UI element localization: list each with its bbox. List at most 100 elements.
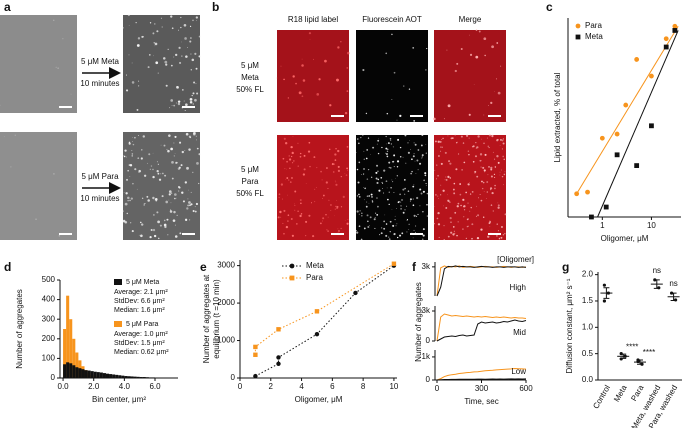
speckle	[196, 92, 199, 95]
speckle	[156, 30, 159, 33]
speckle	[490, 204, 493, 206]
y-tick-label: 0	[426, 375, 431, 384]
speckle	[170, 15, 173, 18]
point	[602, 283, 607, 287]
speckle	[474, 170, 477, 173]
speckle	[413, 229, 415, 231]
speckle	[138, 80, 140, 82]
speckle	[346, 145, 349, 148]
speckle	[502, 155, 505, 158]
x-tick-label: Para	[629, 383, 646, 403]
speckle	[365, 157, 368, 160]
speckle	[329, 104, 332, 107]
speckle	[395, 225, 397, 227]
speckle	[327, 230, 329, 232]
speckle	[413, 214, 416, 217]
row-label: Para	[242, 177, 259, 186]
speckle	[156, 170, 159, 173]
speckle	[171, 105, 173, 106]
speckle	[476, 146, 479, 149]
speckle	[477, 135, 480, 138]
speckle	[150, 228, 153, 231]
speckle	[157, 72, 159, 74]
speckle	[396, 236, 399, 239]
speckle	[327, 187, 329, 190]
speckle	[195, 16, 198, 19]
speckle	[377, 152, 380, 155]
speckle	[296, 223, 298, 225]
speckle	[316, 167, 318, 169]
speckle	[153, 234, 157, 238]
bar	[112, 374, 116, 378]
speckle	[177, 185, 180, 189]
speckle	[355, 230, 357, 232]
speckle	[176, 161, 178, 164]
speckle	[447, 175, 450, 179]
x-tick-label: 2	[269, 382, 274, 391]
speckle	[125, 192, 128, 195]
speckle	[402, 156, 404, 158]
speckle	[184, 37, 187, 40]
speckle	[475, 147, 477, 149]
speckle	[334, 180, 336, 182]
speckle	[173, 155, 175, 157]
speckle	[437, 174, 439, 177]
speckle	[303, 154, 306, 157]
speckle	[283, 232, 285, 235]
bar	[102, 373, 106, 378]
speckle	[370, 193, 373, 196]
speckle	[460, 204, 462, 207]
speckle	[469, 210, 471, 212]
speckle	[367, 169, 370, 171]
speckle	[447, 135, 449, 137]
marker	[649, 73, 654, 79]
speckle	[175, 53, 178, 57]
speckle	[457, 153, 460, 155]
speckle	[490, 101, 493, 105]
speckle	[177, 100, 181, 103]
marker	[663, 36, 669, 42]
speckle	[391, 33, 393, 36]
x-tick-label: 300	[475, 384, 489, 393]
speckle	[184, 218, 188, 221]
speckle	[136, 188, 138, 190]
speckle	[411, 158, 413, 161]
speckle	[178, 166, 181, 169]
speckle	[409, 140, 410, 141]
speckle	[331, 163, 334, 166]
chart-title: [Oligomer]	[497, 255, 534, 264]
speckle	[325, 181, 328, 184]
speckle	[335, 183, 338, 186]
image-background	[277, 135, 349, 240]
speckle	[356, 168, 359, 171]
speckle	[416, 196, 419, 200]
speckle	[154, 42, 158, 46]
speckle	[347, 218, 349, 220]
speckle	[124, 149, 127, 152]
speckle	[426, 192, 429, 195]
speckle	[381, 181, 383, 183]
speckle	[126, 212, 128, 215]
speckle	[169, 210, 173, 213]
speckle	[477, 214, 480, 217]
panel-label: f	[412, 260, 417, 274]
bar	[81, 369, 85, 378]
speckle	[142, 135, 145, 138]
speckle	[459, 193, 462, 196]
speckle	[377, 170, 379, 173]
speckle	[305, 235, 307, 237]
speckle	[421, 154, 424, 157]
speckle	[152, 152, 154, 154]
speckle	[145, 203, 146, 204]
speckle	[300, 213, 303, 215]
speckle	[181, 41, 182, 43]
x-tick-label: 10	[647, 221, 656, 230]
speckle	[499, 174, 501, 176]
speckle	[482, 166, 485, 169]
speckle	[132, 137, 133, 138]
speckle	[294, 203, 296, 205]
marker	[663, 44, 669, 50]
speckle	[185, 103, 188, 107]
panel-condition: Low	[511, 367, 526, 376]
speckle	[463, 216, 465, 218]
